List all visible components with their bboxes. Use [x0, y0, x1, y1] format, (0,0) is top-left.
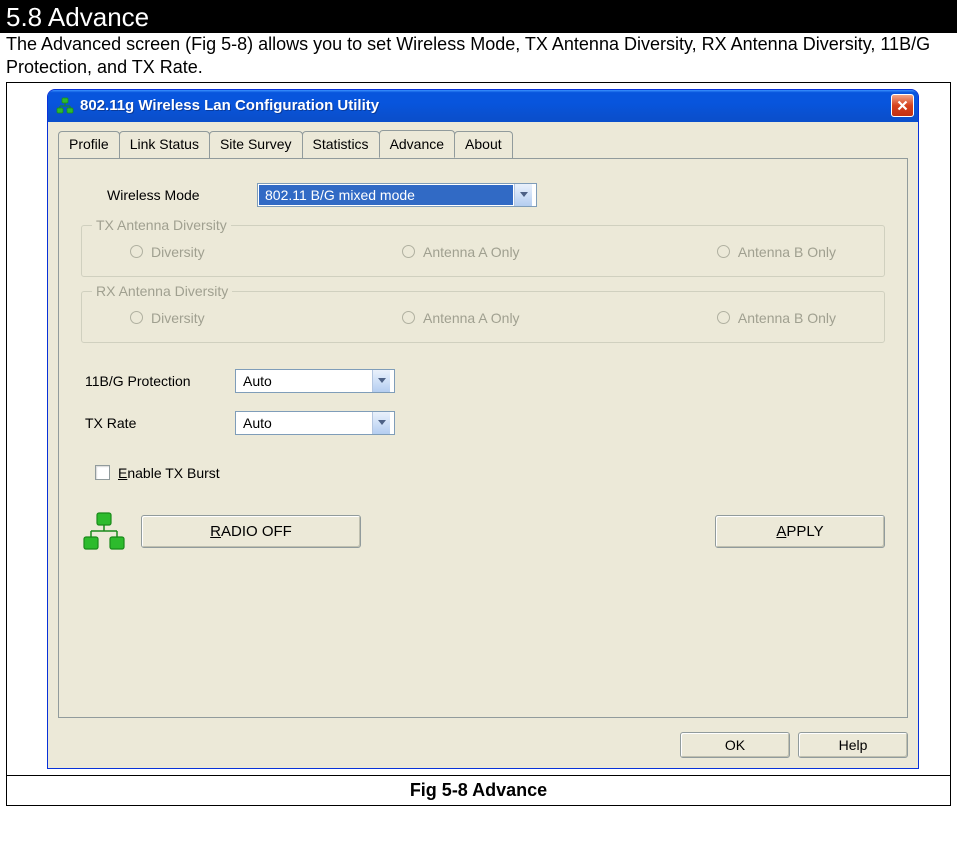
help-button[interactable]: Help [798, 732, 908, 758]
rx-diversity-radio: Diversity [130, 310, 205, 326]
radio-icon [717, 245, 730, 258]
tx-opt2-label: Antenna A Only [423, 244, 520, 260]
radio-icon [402, 245, 415, 258]
rx-antenna-label: RX Antenna Diversity [92, 283, 232, 299]
xp-window: 802.11g Wireless Lan Configuration Utili… [47, 89, 919, 769]
chevron-down-icon[interactable] [514, 184, 532, 206]
tab-site-survey[interactable]: Site Survey [209, 131, 303, 159]
window-body: Profile Link Status Site Survey Statisti… [48, 122, 918, 768]
figure-container: 802.11g Wireless Lan Configuration Utili… [6, 82, 951, 806]
txburst-checkbox[interactable] [95, 465, 110, 480]
protection-combo[interactable]: Auto [235, 369, 395, 393]
rx-opt1-label: Diversity [151, 310, 205, 326]
radio-icon [717, 311, 730, 324]
rx-antenna-a-radio: Antenna A Only [402, 310, 520, 326]
txrate-label: TX Rate [85, 415, 235, 431]
apply-button[interactable]: APPLY [715, 515, 885, 548]
txburst-label: Enable TX Burst [118, 465, 220, 481]
tab-link-status[interactable]: Link Status [119, 131, 210, 159]
tx-diversity-radio: Diversity [130, 244, 205, 260]
wireless-mode-value: 802.11 B/G mixed mode [259, 185, 513, 205]
rx-opt3-label: Antenna B Only [738, 310, 836, 326]
tab-advance[interactable]: Advance [379, 130, 455, 158]
rx-opt2-label: Antenna A Only [423, 310, 520, 326]
radio-icon [130, 245, 143, 258]
txrate-combo[interactable]: Auto [235, 411, 395, 435]
section-heading: 5.8 Advance [0, 0, 957, 33]
figure-caption: Fig 5-8 Advance [7, 775, 950, 805]
ok-button[interactable]: OK [680, 732, 790, 758]
network-tree-icon [56, 97, 74, 115]
chevron-down-icon[interactable] [372, 412, 390, 434]
protection-value: Auto [237, 371, 371, 391]
titlebar[interactable]: 802.11g Wireless Lan Configuration Utili… [48, 90, 918, 122]
tab-statistics[interactable]: Statistics [302, 131, 380, 159]
network-tree-icon [81, 511, 127, 553]
rx-antenna-b-radio: Antenna B Only [717, 310, 836, 326]
txrate-value: Auto [237, 413, 371, 433]
tab-about[interactable]: About [454, 131, 513, 159]
tab-row: Profile Link Status Site Survey Statisti… [58, 130, 908, 158]
radio-icon [130, 311, 143, 324]
wireless-mode-combo[interactable]: 802.11 B/G mixed mode [257, 183, 537, 207]
protection-label: 11B/G Protection [85, 373, 235, 389]
wireless-mode-label: Wireless Mode [107, 187, 257, 203]
rx-antenna-groupbox: RX Antenna Diversity Diversity Antenna A… [81, 291, 885, 343]
chevron-down-icon[interactable] [372, 370, 390, 392]
radio-icon [402, 311, 415, 324]
window-title: 802.11g Wireless Lan Configuration Utili… [80, 97, 891, 114]
radio-off-button[interactable]: RADIO OFF [141, 515, 361, 548]
tx-antenna-a-radio: Antenna A Only [402, 244, 520, 260]
tab-profile[interactable]: Profile [58, 131, 120, 159]
tx-opt3-label: Antenna B Only [738, 244, 836, 260]
intro-text: The Advanced screen (Fig 5-8) allows you… [0, 33, 957, 82]
tx-antenna-groupbox: TX Antenna Diversity Diversity Antenna A… [81, 225, 885, 277]
close-button[interactable] [891, 94, 914, 117]
tx-antenna-label: TX Antenna Diversity [92, 217, 231, 233]
tx-opt1-label: Diversity [151, 244, 205, 260]
tab-content-advance: Wireless Mode 802.11 B/G mixed mode TX A… [58, 158, 908, 718]
tx-antenna-b-radio: Antenna B Only [717, 244, 836, 260]
close-icon [897, 100, 908, 111]
